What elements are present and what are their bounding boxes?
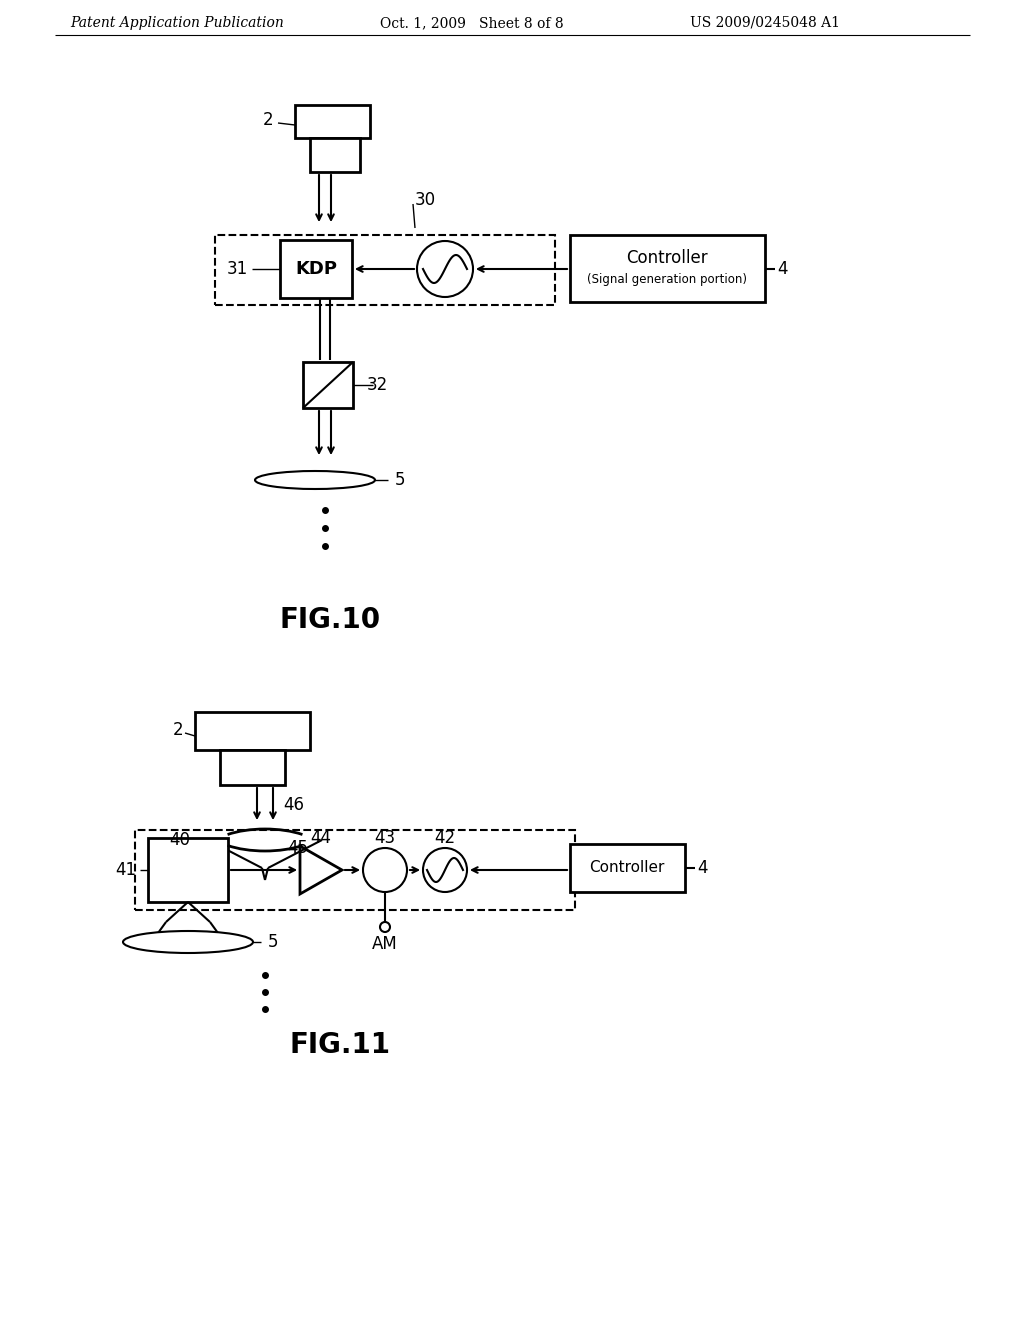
Ellipse shape	[255, 471, 375, 488]
Text: 43: 43	[375, 829, 395, 847]
Bar	[220, 750, 285, 785]
Text: 4: 4	[697, 859, 708, 876]
Bar	[280, 240, 352, 298]
Text: FIG.11: FIG.11	[290, 1031, 390, 1059]
Text: KDP: KDP	[295, 260, 337, 279]
Text: 31: 31	[226, 260, 248, 279]
Text: 4: 4	[777, 260, 787, 279]
Ellipse shape	[123, 931, 253, 953]
Text: 44: 44	[310, 829, 332, 847]
Text: (Signal generation portion): (Signal generation portion)	[587, 273, 746, 286]
Text: 30: 30	[415, 191, 436, 209]
Text: US 2009/0245048 A1: US 2009/0245048 A1	[690, 16, 840, 30]
Text: 2: 2	[262, 111, 273, 129]
Text: 5: 5	[395, 471, 406, 488]
Bar	[570, 235, 765, 302]
Bar	[295, 106, 370, 139]
Text: Patent Application Publication: Patent Application Publication	[70, 16, 284, 30]
Bar	[195, 711, 310, 750]
Bar	[310, 139, 360, 172]
Bar	[570, 843, 685, 892]
Circle shape	[362, 847, 407, 892]
Bar	[303, 362, 353, 408]
Bar	[148, 838, 228, 902]
Bar	[135, 830, 575, 909]
Text: 5: 5	[268, 933, 279, 950]
Circle shape	[380, 921, 390, 932]
Text: AM: AM	[372, 935, 398, 953]
Text: FIG.10: FIG.10	[280, 606, 381, 634]
Text: 32: 32	[367, 376, 388, 393]
Text: 40: 40	[169, 832, 190, 849]
Text: 41: 41	[115, 861, 136, 879]
Circle shape	[417, 242, 473, 297]
Text: 2: 2	[172, 721, 183, 739]
Text: Controller: Controller	[627, 249, 708, 267]
Bar	[215, 235, 555, 305]
Text: Controller: Controller	[590, 861, 665, 875]
Circle shape	[423, 847, 467, 892]
Text: Oct. 1, 2009   Sheet 8 of 8: Oct. 1, 2009 Sheet 8 of 8	[380, 16, 563, 30]
Text: 45: 45	[287, 840, 308, 857]
Text: 46: 46	[283, 796, 304, 814]
Text: 42: 42	[434, 829, 456, 847]
